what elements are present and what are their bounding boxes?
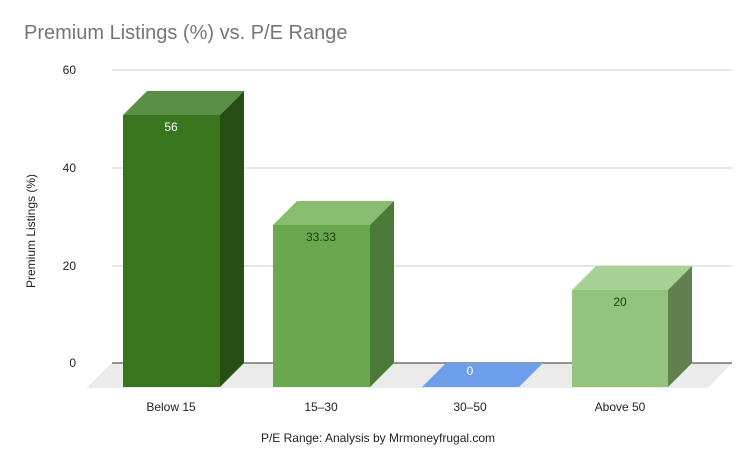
x-tick-15-30: 15–30: [304, 400, 338, 414]
bar-below-15[interactable]: 56: [123, 91, 244, 387]
bar-above-50[interactable]: 20: [572, 266, 692, 387]
x-axis-label: P/E Range: Analysis by Mrmoneyfrugal.com: [260, 431, 496, 445]
y-tick-40: 40: [62, 161, 76, 175]
x-tick-below-15: Below 15: [146, 400, 196, 414]
bar-30-50[interactable]: 0: [422, 363, 543, 387]
x-tick-30-50: 30–50: [453, 400, 487, 414]
y-tick-60: 60: [62, 63, 76, 77]
x-tick-above-50: Above 50: [594, 400, 646, 414]
data-label-below-15: 56: [164, 120, 178, 134]
data-label-15-30: 33.33: [306, 230, 336, 244]
data-label-above-50: 20: [613, 295, 627, 309]
chart-title: Premium Listings (%) vs. P/E Range: [24, 22, 348, 44]
y-tick-0: 0: [69, 356, 76, 370]
chart-floor: [86, 363, 732, 388]
y-tick-20: 20: [62, 259, 76, 273]
data-label-30-50: 0: [467, 364, 474, 378]
bar-15-30[interactable]: 33.33: [273, 201, 394, 387]
